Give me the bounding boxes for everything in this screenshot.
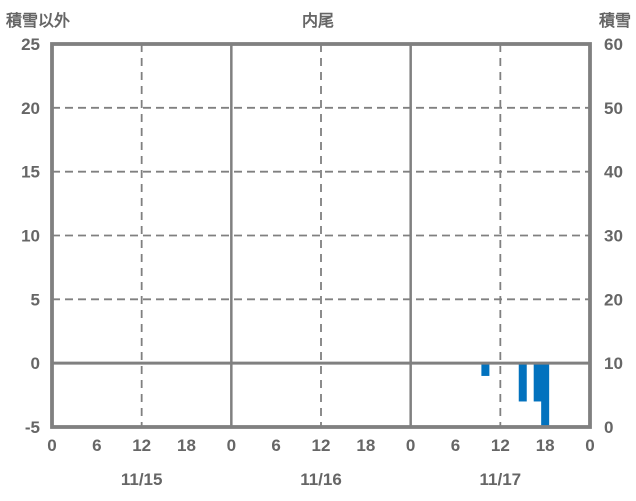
hour-tick-label: 0 [47,436,56,455]
right-axis-tick-label: 10 [604,354,623,373]
left-axis-tick-label: 25 [21,35,40,54]
hour-tick-label: 0 [227,436,236,455]
right-axis-tick-label: 50 [604,99,623,118]
hour-tick-label: 12 [132,436,151,455]
data-bar [518,363,527,402]
hour-tick-label: 18 [177,436,196,455]
right-axis-tick-label: 0 [604,418,613,437]
data-bar [481,363,490,376]
right-axis-tick-label: 20 [604,290,623,309]
hour-tick-label: 0 [406,436,415,455]
hour-tick-label: 6 [92,436,101,455]
date-label: 11/16 [300,470,342,489]
hour-tick-label: 0 [585,436,594,455]
left-axis-tick-label: 20 [21,99,40,118]
left-axis-tick-label: 15 [21,163,40,182]
hour-tick-label: 12 [491,436,510,455]
data-bar [541,363,550,427]
left-axis-tick-label: 0 [31,354,40,373]
data-bar [533,363,542,402]
station-title: 内尾 [301,13,335,30]
hour-tick-label: 18 [536,436,555,455]
hour-tick-label: 12 [312,436,331,455]
date-label: 11/17 [480,470,522,489]
right-axis-tick-label: 30 [604,227,623,246]
plot-border [50,42,592,429]
left-axis-tick-label: 10 [21,227,40,246]
date-label: 11/15 [121,470,163,489]
left-axis-title: 積雪以外 [6,13,71,30]
hour-tick-label: 6 [451,436,460,455]
right-axis-tick-label: 40 [604,163,623,182]
hour-tick-label: 18 [356,436,375,455]
right-axis-tick-label: 60 [604,35,623,54]
left-axis-tick-label: -5 [25,418,40,437]
right-axis-title: 積雪 [598,13,631,30]
hour-tick-label: 6 [271,436,280,455]
left-axis-tick-label: 5 [31,290,40,309]
